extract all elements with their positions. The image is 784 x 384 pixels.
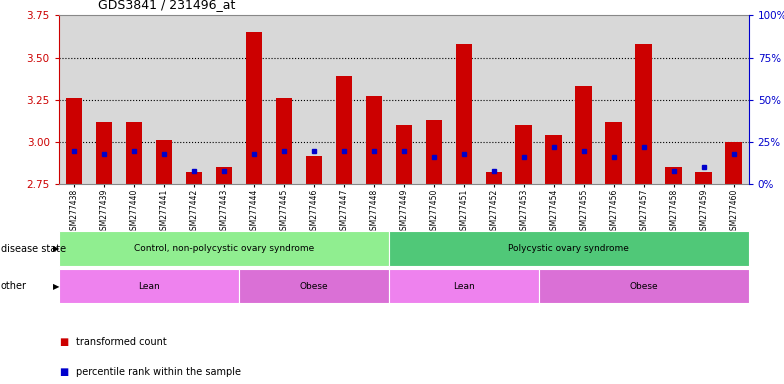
- Text: Obese: Obese: [630, 281, 658, 291]
- Bar: [575, 86, 592, 184]
- Text: percentile rank within the sample: percentile rank within the sample: [76, 367, 241, 377]
- Text: disease state: disease state: [1, 243, 66, 254]
- Bar: [636, 44, 652, 184]
- Bar: [59, 270, 239, 303]
- Bar: [365, 96, 382, 184]
- Bar: [216, 167, 232, 184]
- Bar: [546, 135, 562, 184]
- Bar: [605, 122, 622, 184]
- Bar: [239, 270, 389, 303]
- Bar: [245, 32, 262, 184]
- Bar: [155, 141, 172, 184]
- Text: Control, non-polycystic ovary syndrome: Control, non-polycystic ovary syndrome: [133, 244, 314, 253]
- Bar: [275, 98, 292, 184]
- Bar: [485, 172, 502, 184]
- Text: transformed count: transformed count: [76, 337, 167, 347]
- Text: ▶: ▶: [53, 244, 60, 253]
- Text: Polycystic ovary syndrome: Polycystic ovary syndrome: [508, 244, 630, 253]
- Text: GDS3841 / 231496_at: GDS3841 / 231496_at: [98, 0, 235, 12]
- Text: ▶: ▶: [53, 281, 60, 291]
- Text: ■: ■: [59, 337, 68, 347]
- Text: Lean: Lean: [453, 281, 474, 291]
- Text: other: other: [1, 281, 27, 291]
- Bar: [186, 172, 202, 184]
- Bar: [395, 125, 412, 184]
- Bar: [336, 76, 352, 184]
- Text: ■: ■: [59, 367, 68, 377]
- Text: Lean: Lean: [138, 281, 160, 291]
- Bar: [456, 44, 472, 184]
- Bar: [539, 270, 749, 303]
- Bar: [695, 172, 712, 184]
- Bar: [96, 122, 112, 184]
- Text: Obese: Obese: [299, 281, 328, 291]
- Bar: [516, 125, 532, 184]
- Bar: [725, 142, 742, 184]
- Bar: [125, 122, 142, 184]
- Bar: [306, 156, 322, 184]
- Bar: [66, 98, 82, 184]
- Bar: [389, 231, 749, 266]
- Bar: [389, 270, 539, 303]
- Bar: [426, 120, 442, 184]
- Bar: [666, 167, 682, 184]
- Bar: [59, 231, 389, 266]
